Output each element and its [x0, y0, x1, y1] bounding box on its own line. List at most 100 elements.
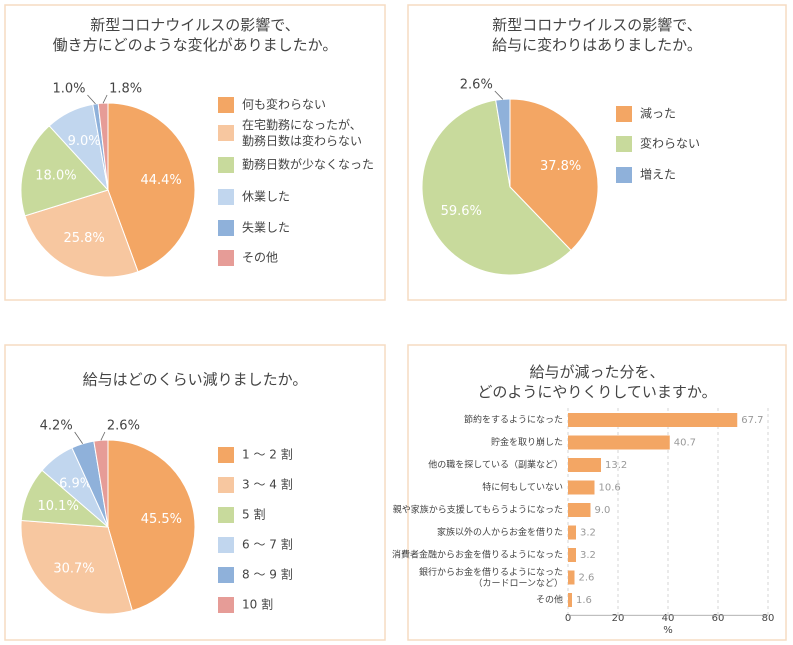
x-tick-label: 80: [762, 613, 775, 624]
bar: [568, 525, 576, 540]
legend-swatch: [616, 106, 632, 122]
pie-slice: [20, 125, 109, 217]
value-label: 1.6: [576, 595, 592, 606]
leader-line: [74, 431, 84, 444]
value-label: 40.7: [674, 438, 696, 449]
bar: [568, 503, 591, 517]
slice-label: 2.6%: [107, 419, 140, 434]
legend-label: 変わらない: [640, 136, 700, 151]
bar: [568, 435, 670, 450]
legend-swatch: [616, 167, 632, 183]
bar: [568, 570, 575, 585]
slice-label: 9.0%: [68, 134, 101, 149]
category-label: 家族以外の人からお金を借りた: [437, 526, 563, 538]
legend-swatch: [218, 567, 234, 583]
slice-label: 6.9%: [59, 476, 92, 491]
chart-title: 給与が減った分を、どのようにやりくりしていますか。: [477, 363, 716, 401]
legend-label: その他: [242, 251, 278, 265]
legend-label: 5 割: [242, 507, 265, 522]
legend-swatch: [218, 597, 234, 613]
value-label: 67.7: [741, 415, 763, 426]
category-label: 節約をするようになった: [464, 414, 563, 426]
legend-swatch: [218, 250, 234, 266]
legend-swatch: [218, 189, 234, 205]
slice-label: 10.1%: [38, 499, 79, 514]
category-label: 特に何もしていない: [482, 481, 563, 493]
legend-swatch: [218, 507, 234, 523]
leader-line: [87, 94, 96, 105]
legend-swatch: [218, 537, 234, 553]
leader-line: [102, 94, 108, 104]
category-label: 消費者金融からお金を借りるようになった: [392, 549, 563, 561]
text-line: 銀行からお金を借りるようになった: [419, 566, 563, 578]
category-label: 他の職を探している（副業など）: [428, 459, 563, 471]
category-label: 親や家族から支援してもらうようになった: [393, 504, 563, 516]
slice-label: 30.7%: [53, 561, 94, 576]
text-line: 新型コロナウイルスの影響で、: [90, 16, 299, 34]
text-line: 働き方にどのような変化がありましたか。: [53, 36, 338, 54]
text-line: 給与が減った分を、: [529, 363, 664, 381]
leader-line: [100, 431, 106, 441]
slice-label: 18.0%: [35, 168, 76, 183]
legend-swatch: [616, 136, 632, 152]
pie-slice: [495, 98, 511, 188]
pie-slice: [20, 519, 133, 615]
bar: [568, 458, 601, 472]
value-label: 3.2: [580, 528, 596, 539]
legend-swatch: [218, 447, 234, 463]
category-label: 銀行からお金を借りるようになった（カードローンなど）: [419, 566, 563, 589]
x-tick-label: 20: [612, 613, 625, 624]
x-tick-label: 0: [565, 613, 571, 624]
pie-slice: [97, 102, 109, 191]
value-label: 10.6: [599, 483, 621, 494]
slice-label: 25.8%: [63, 231, 104, 246]
legend-label: 失業した: [242, 220, 290, 235]
legend-label: 8 ～ 9 割: [242, 567, 293, 582]
slice-label: 59.6%: [441, 204, 482, 219]
legend-swatch: [218, 97, 234, 113]
pie-slice: [421, 99, 572, 276]
slice-label: 1.8%: [109, 82, 142, 97]
text-line: 給与に変わりはありましたか。: [492, 36, 702, 54]
category-label: 貯金を取り崩した: [491, 436, 563, 448]
x-tick-label: 60: [712, 613, 725, 624]
slice-label: 1.0%: [52, 82, 85, 97]
text-line: （カードローンなど）: [473, 578, 563, 589]
pie-slice: [107, 439, 196, 612]
slice-label: 37.8%: [540, 159, 581, 174]
legend-swatch: [218, 220, 234, 236]
chart-title: 給与はどのくらい減りましたか。: [83, 371, 308, 389]
legend-label: 何も変わらない: [242, 97, 326, 112]
panel: [4, 344, 386, 641]
pie-slice: [509, 98, 599, 252]
legend-label: 在宅勤務になったが、勤務日数は変わらない: [242, 117, 362, 148]
panel: [407, 344, 787, 641]
legend-label: 休業した: [242, 190, 290, 204]
bar: [568, 593, 572, 607]
x-axis-label: %: [663, 625, 673, 636]
pie-slice: [24, 189, 139, 278]
bar: [568, 413, 738, 427]
legend-swatch: [218, 477, 234, 493]
legend-swatch: [218, 125, 234, 141]
panel: [407, 4, 787, 301]
bar: [568, 548, 576, 562]
legend-label: 1 ～ 2 割: [242, 447, 293, 462]
legend-label: 3 ～ 4 割: [242, 477, 293, 492]
chart-title: 新型コロナウイルスの影響で、働き方にどのような変化がありましたか。: [53, 16, 338, 54]
category-label: その他: [536, 594, 563, 606]
legend-label: 10 割: [242, 597, 273, 612]
legend-label: 増えた: [640, 168, 676, 182]
bar: [568, 480, 595, 495]
legend-label: 減った: [640, 106, 676, 121]
chart-title: 新型コロナウイルスの影響で、給与に変わりはありましたか。: [492, 16, 702, 54]
slice-label: 4.2%: [40, 419, 73, 434]
pie-slice: [107, 102, 196, 273]
legend-swatch: [218, 157, 234, 173]
x-tick-label: 40: [662, 613, 675, 624]
slice-label: 2.6%: [460, 78, 493, 93]
text-line: どのようにやりくりしていますか。: [477, 383, 716, 401]
legend-label: 6 ～ 7 割: [242, 537, 293, 552]
panel: [4, 4, 386, 301]
